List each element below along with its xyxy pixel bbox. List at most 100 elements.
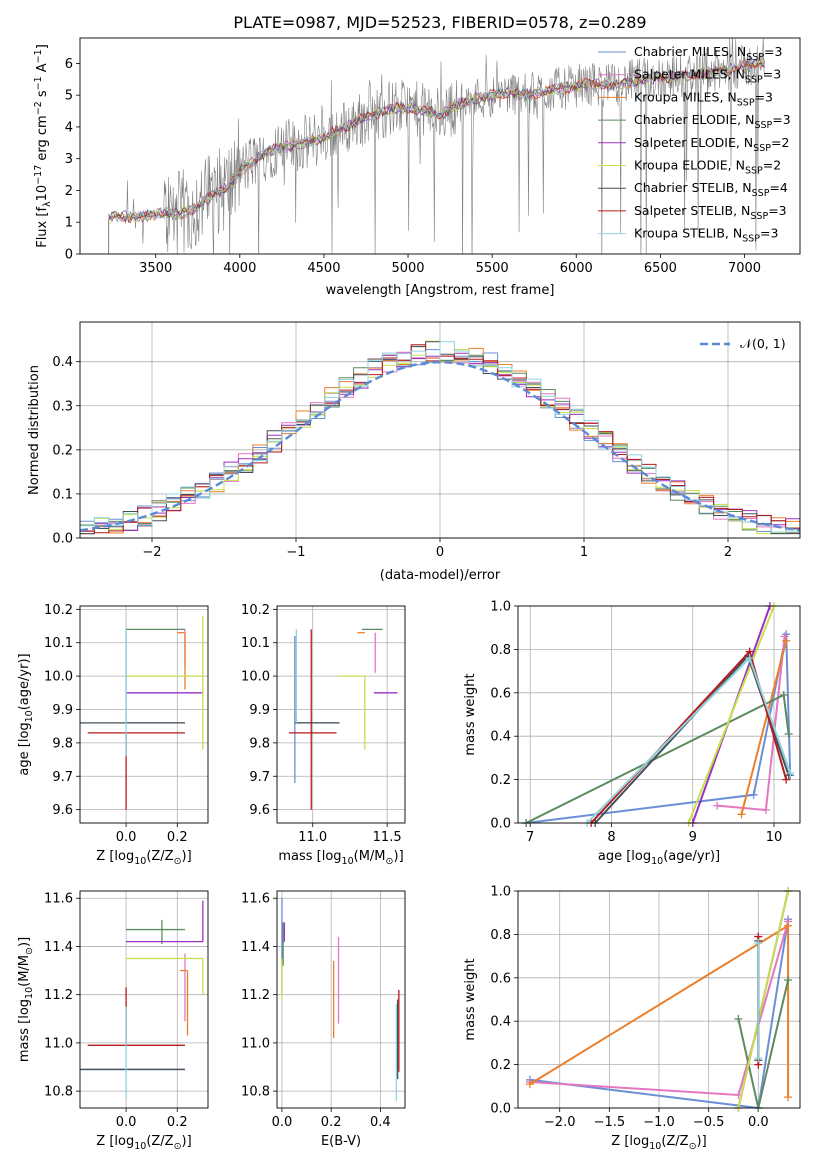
legend-label: Salpeter STELIB, NSSP=3 — [634, 203, 787, 222]
y-tick-label: 0.2 — [52, 443, 73, 458]
axes-frame — [517, 605, 801, 824]
series-line-kroupa_elodie — [737, 891, 790, 1108]
y-tick-label: 0.4 — [490, 730, 511, 745]
y-tick-label: 0.0 — [52, 532, 73, 547]
plus-marker-kroupa_miles — [525, 1080, 534, 1089]
x-tick-label: 0.0 — [116, 1115, 137, 1130]
y-tick-label: 2 — [65, 184, 73, 199]
y-tick-label: 0.6 — [490, 686, 511, 701]
y-axis-label: mass weight — [463, 673, 478, 755]
x-tick-label: −2.0 — [544, 1115, 576, 1130]
y-tick-label: 11.0 — [44, 1036, 73, 1051]
y-tick-label: 11.4 — [44, 940, 73, 955]
y-tick-label: 9.8 — [249, 736, 270, 751]
x-tick-label: −2 — [142, 545, 161, 560]
x-tick-label: 6000 — [560, 261, 593, 276]
model-line-kroupa_stelib — [108, 60, 765, 223]
plus-marker-salpeter_miles — [713, 801, 722, 810]
legend-label: Kroupa MILES, NSSP=3 — [634, 89, 773, 108]
y-tick-label: 10.2 — [44, 603, 73, 618]
x-axis-label: age [log10(age/yr)] — [598, 849, 720, 867]
y-tick-label: 9.7 — [52, 770, 73, 785]
y-tick-label: 0.2 — [490, 773, 511, 788]
plus-marker-salpeter_miles — [761, 805, 770, 814]
model-line-chabrier_elodie — [108, 56, 766, 223]
y-axis-label: age [log10(age/yr)] — [17, 653, 35, 775]
x-tick-label: 9 — [689, 830, 697, 845]
series-line-chabrier_stelib — [594, 653, 790, 823]
x-tick-label: −1.0 — [643, 1115, 675, 1130]
axes-frame — [79, 37, 801, 255]
x-tick-label: 7000 — [728, 261, 761, 276]
x-axis-label: E(B-V) — [321, 1134, 361, 1149]
plus-marker-kroupa_stelib — [754, 1054, 763, 1063]
legend-label: Kroupa ELODIE, NSSP=2 — [634, 158, 781, 177]
plus-marker-kroupa_stelib — [786, 769, 795, 778]
axes-frame — [517, 890, 801, 1109]
series-line-chabrier_elodie — [737, 979, 790, 1108]
y-tick-label: 10.2 — [241, 603, 270, 618]
plus-marker-chabrier_miles — [749, 790, 758, 799]
y-tick-label: 10.0 — [241, 670, 270, 685]
y-tick-label: 11.2 — [241, 988, 270, 1003]
y-tick-label: 11.6 — [44, 892, 73, 907]
x-tick-label: 7 — [526, 830, 534, 845]
y-axis-label: Normed distribution — [27, 365, 42, 495]
x-tick-label: 5000 — [391, 261, 424, 276]
x-tick-label: 0.0 — [272, 1115, 293, 1130]
x-tick-label: 0 — [436, 545, 444, 560]
plus-marker-kroupa_stelib — [745, 654, 754, 663]
x-axis-label: (data-model)/error — [380, 568, 501, 583]
x-tick-label: −1.5 — [594, 1115, 626, 1130]
x-tick-label: 4000 — [223, 261, 256, 276]
data-spectrum-line — [108, 38, 765, 254]
x-tick-label: 0.2 — [321, 1115, 342, 1130]
y-tick-label: 11.0 — [241, 1036, 270, 1051]
axes-frame — [79, 605, 209, 824]
x-tick-label: 11.0 — [298, 830, 327, 845]
x-tick-label: 0.0 — [116, 830, 137, 845]
y-tick-label: 3 — [65, 152, 73, 167]
mass-vs-Z-axes: 0.0 0.2 10.8 11.0 11.2 11.4 11.6 — [44, 890, 209, 1130]
y-tick-label: 0.8 — [490, 928, 511, 943]
x-axis-label: Z [log10(Z/Z⊙)] — [611, 1134, 706, 1152]
legend: Chabrier MILES, NSSP=3 Salpeter MILES, NS… — [598, 44, 791, 245]
y-tick-label: 10.1 — [44, 636, 73, 651]
series-line-kroupa_miles — [740, 640, 788, 815]
y-tick-label: 10.0 — [44, 670, 73, 685]
y-tick-label: 1.0 — [490, 600, 511, 615]
legend-label: Chabrier ELODIE, NSSP=3 — [634, 112, 791, 131]
age-vs-Z-axes: 0.0 0.2 9.6 9.7 9.8 9.9 10.0 10.1 10.2 — [44, 603, 209, 845]
weight-vs-Z-axes: −2.0 −1.5 −1.0 −0.5 0.0 0.0 0.2 0.4 0.6 0.8 1.0 — [490, 885, 801, 1130]
y-tick-label: 0 — [65, 248, 73, 263]
plus-marker-kroupa_miles — [784, 1093, 793, 1102]
x-axis-label: wavelength [Angstrom, rest frame] — [326, 283, 555, 298]
x-tick-label: 5500 — [476, 261, 509, 276]
mass-vs-ebv-axes: 0.0 0.2 0.4 10.8 11.0 11.2 11.4 11.6 — [241, 890, 406, 1130]
x-tick-label: 10 — [766, 830, 783, 845]
x-tick-label: 3500 — [139, 261, 172, 276]
plus-marker-chabrier_elodie — [784, 730, 793, 739]
age-vs-mass-axes: 11.0 11.5 9.6 9.7 9.8 9.9 10.0 10.1 10.2 — [241, 603, 406, 845]
plus-marker-salpeter_stelib — [782, 775, 791, 784]
plus-marker-kroupa_miles — [737, 810, 746, 819]
y-tick-label: 0.3 — [52, 399, 73, 414]
weight-vs-age-axes: 7 8 9 10 0.0 0.2 0.4 0.6 0.8 1.0 — [490, 600, 801, 845]
x-tick-label: 0.4 — [370, 1115, 391, 1130]
x-tick-label: 0.0 — [748, 1115, 769, 1130]
x-tick-label: 8 — [607, 830, 615, 845]
y-tick-label: 0.6 — [490, 971, 511, 986]
y-tick-label: 9.9 — [249, 703, 270, 718]
axes-frame — [276, 890, 406, 1109]
plus-marker-salpeter_miles — [780, 632, 789, 641]
y-tick-label: 9.6 — [52, 803, 73, 818]
legend-label: Kroupa STELIB, NSSP=3 — [634, 226, 778, 245]
spectrum-axes: 3500 4000 4500 5000 5500 6000 6500 7000 0 1 2 3 4 5 6 — [65, 37, 801, 276]
y-axis-label: Flux [fλ10−17 erg cm−2 s−1 A−1] — [33, 44, 53, 248]
legend-label: Chabrier STELIB, NSSP=4 — [634, 180, 788, 199]
y-tick-label: 9.6 — [249, 803, 270, 818]
y-tick-label: 0.4 — [52, 355, 73, 370]
y-axis-label: mass weight — [463, 958, 478, 1040]
legend-label: Chabrier MILES, NSSP=3 — [634, 44, 782, 63]
